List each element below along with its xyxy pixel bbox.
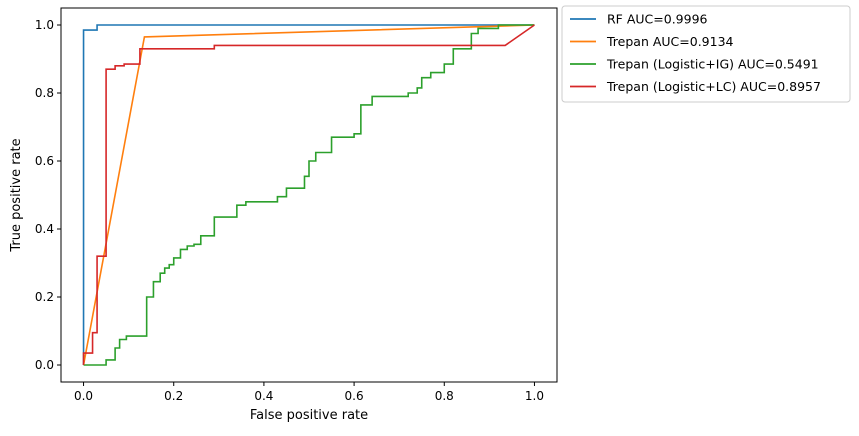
y-axis-label: True positive rate	[9, 138, 24, 252]
legend-label: Trepan AUC=0.9134	[606, 34, 734, 49]
x-tick-label: 0.4	[254, 389, 273, 403]
y-tick-label: 0.8	[35, 86, 54, 100]
legend-label: RF AUC=0.9996	[607, 12, 708, 27]
x-tick-label: 0.0	[74, 389, 93, 403]
x-tick-label: 1.0	[525, 389, 544, 403]
y-tick-label: 0.6	[35, 154, 54, 168]
y-tick-label: 0.2	[35, 290, 54, 304]
legend: RF AUC=0.9996 Trepan AUC=0.9134 Trepan (Lo…	[561, 5, 851, 103]
series-layer	[82, 24, 535, 366]
x-axis: 0.0 0.2 0.4 0.6 0.8 1.0	[74, 382, 544, 403]
y-tick-label: 0.0	[35, 358, 54, 372]
series-line-3	[83, 24, 535, 366]
series-line-4	[82, 24, 535, 365]
y-tick-label: 1.0	[35, 18, 54, 32]
x-tick-label: 0.2	[164, 389, 183, 403]
x-tick-label: 0.8	[435, 389, 454, 403]
series-line-1	[82, 24, 535, 365]
y-axis: 0.0 0.2 0.4 0.6 0.8 1.0	[35, 18, 61, 372]
legend-label: Trepan (Logistic+LC) AUC=0.8957	[606, 79, 821, 94]
plot-frame	[60, 7, 558, 383]
legend-box	[561, 5, 851, 103]
x-axis-label: False positive rate	[250, 408, 368, 423]
x-tick-label: 0.6	[345, 389, 364, 403]
series-line-2	[82, 24, 535, 366]
legend-label: Trepan (Logistic+IG) AUC=0.5491	[606, 57, 819, 72]
y-tick-label: 0.4	[35, 222, 54, 236]
